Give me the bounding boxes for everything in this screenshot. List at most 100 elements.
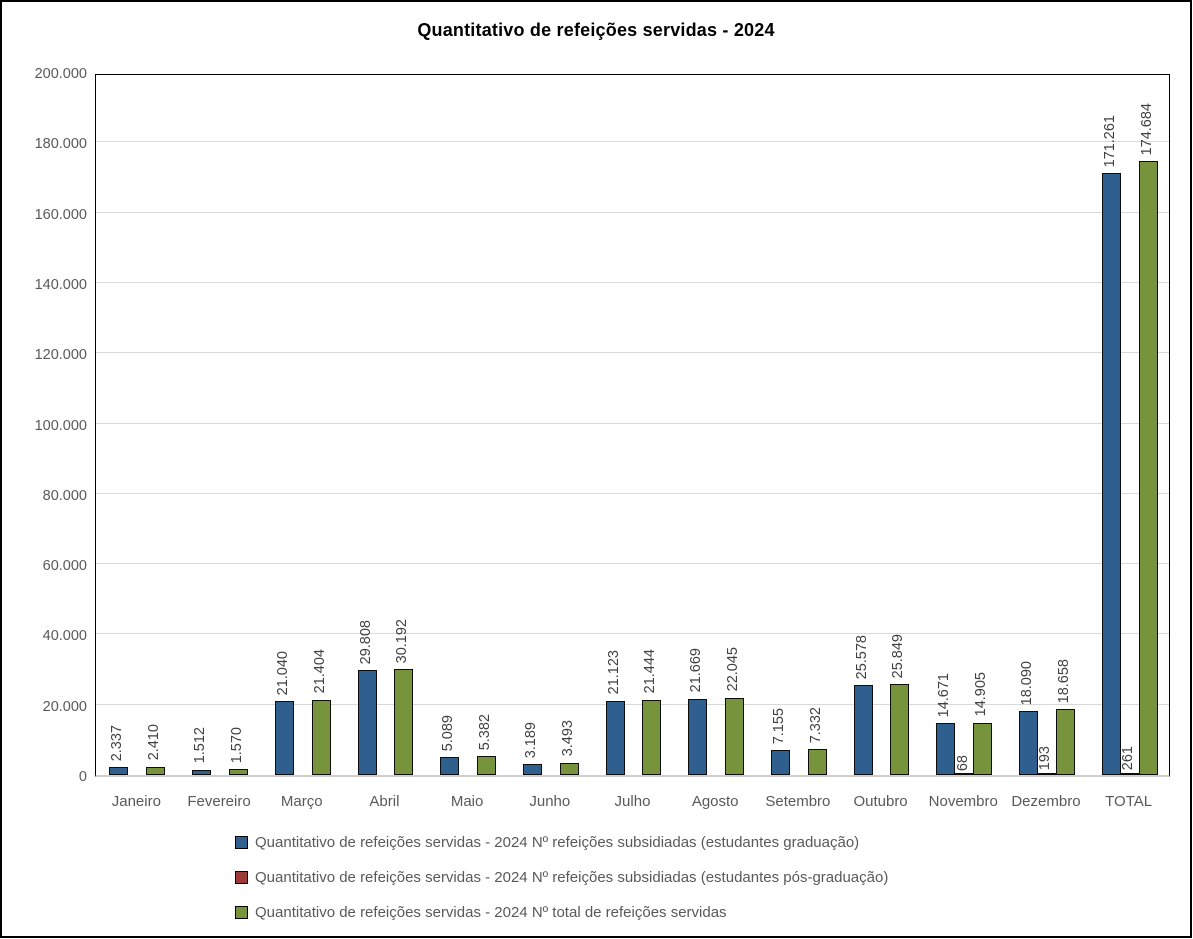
x-axis-category-label: Julho [614,793,651,810]
bar-series1-novembro [936,723,956,775]
bar-series1-setembro [771,749,791,775]
bar-value-label: 22.045 [725,647,742,692]
legend-label: Quantitativo de refeições servidas - 202… [255,833,860,851]
bar-value-label: 21.669 [688,648,705,693]
bar-value-label: 14.905 [973,672,990,717]
y-axis-tick-label: 20.000 [42,698,87,715]
bar-series1-julho [605,700,625,775]
x-axis-category-label: Novembro [928,793,998,810]
bar-value-label: 7.332 [807,706,824,744]
y-axis-tick-label: 100.000 [34,417,87,434]
bar-value-label: 3.189 [522,721,539,758]
y-axis-tick-label: 120.000 [34,347,87,364]
bar-series1-março [274,701,294,775]
bar-series3-abril [394,668,414,775]
x-axis-category-label: Abril [369,793,400,810]
y-axis-tick-label: 40.000 [42,628,87,645]
x-axis-category-label: Setembro [765,793,831,810]
bar-series3-março [311,699,331,775]
bar-value-label: 193 [1037,746,1054,771]
bar-value-label: 18.658 [1055,659,1072,704]
x-axis-category-label: Fevereiro [187,793,251,810]
bar-series1-abril [357,670,377,775]
y-axis-tick-label: 0 [78,769,87,785]
legend-swatch-icon [235,835,248,849]
legend-swatch-icon [235,870,248,884]
bar-value-label: 21.040 [274,650,291,696]
gridline [96,492,1169,494]
bar-series3-fevereiro [228,769,248,775]
y-axis-tick-label: 160.000 [34,206,87,223]
y-axis-tick-label: 60.000 [42,558,87,575]
bar-value-label: 14.671 [936,673,953,718]
bar-value-label: 261 [1120,745,1137,771]
bar-series1-dezembro [1019,711,1039,775]
gridline [96,703,1169,705]
x-axis-category-label: TOTAL [1105,793,1153,810]
bar-series3-agosto [725,697,745,775]
legend-item-series3: Quantitativo de refeições servidas - 202… [235,903,888,921]
bar-series1-maio [440,757,460,775]
bar-value-label: 68 [954,754,971,771]
bar-value-label: 7.155 [771,707,788,744]
bar-value-label: 174.684 [1138,102,1155,155]
x-axis-category-label: Junho [529,793,571,810]
gridline [96,211,1169,213]
bar-value-label: 25.578 [853,634,870,680]
bar-value-label: 21.444 [642,649,659,694]
bar-value-label: 18.090 [1019,661,1036,706]
legend-swatch-icon [235,905,248,919]
bar-value-label: 5.382 [476,713,493,751]
y-axis-tick-label: 180.000 [34,136,87,153]
bar-value-label: 2.410 [146,724,163,761]
gridline [96,563,1169,565]
bar-series2-dezembro [1037,772,1057,775]
y-axis-tick-label: 80.000 [42,487,87,504]
gridline [96,633,1169,635]
bar-series1-total [1101,173,1121,775]
bar-series1-outubro [853,685,873,775]
bar-value-label: 29.808 [357,619,374,665]
bar-value-label: 171.261 [1101,114,1118,168]
bar-value-label: 2.337 [109,724,126,761]
x-axis-category-label: Agosto [691,793,739,810]
gridline [96,281,1169,283]
bar-series3-total [1138,161,1158,775]
bar-series2-total [1120,772,1140,775]
legend-item-series1: Quantitativo de refeições servidas - 202… [235,833,888,851]
bar-series1-fevereiro [192,769,212,775]
bar-value-label: 30.192 [394,618,411,663]
gridline [96,352,1169,354]
plot-area: 2.337 1.512 21.040 29.808 5.089 3.189 21.123 21… [95,74,1170,777]
bar-series3-janeiro [146,766,166,775]
gridline [96,141,1169,143]
bar-value-label: 1.512 [192,727,209,764]
x-axis-category-label: Outubro [853,793,908,810]
bar-value-label: 3.493 [559,720,576,757]
bar-series2-novembro [954,772,974,775]
bar-series1-junho [522,763,542,775]
bar-value-label: 25.849 [890,633,907,679]
bar-value-label: 1.570 [228,727,245,764]
y-axis-tick-label: 200.000 [34,66,87,82]
legend-label: Quantitativo de refeições servidas - 202… [255,868,889,886]
bar-series3-julho [642,699,662,775]
x-axis-category-label: Março [280,793,323,810]
chart-title: Quantitativo de refeições servidas - 202… [417,20,775,40]
bar-series3-dezembro [1055,709,1075,775]
bar-series3-maio [476,756,496,775]
bar-series3-setembro [807,749,827,775]
legend-item-series2: Quantitativo de refeições servidas - 202… [235,868,889,886]
bar-series1-agosto [688,698,708,775]
bar-series3-outubro [890,684,910,775]
bar-series3-novembro [973,722,993,775]
bar-value-label: 21.404 [311,649,328,694]
x-axis-category-label: Maio [450,793,484,810]
bar-series3-junho [559,762,579,775]
bar-series1-janeiro [109,766,129,775]
legend-label: Quantitativo de refeições servidas - 202… [255,903,727,921]
x-axis-category-label: Janeiro [111,793,161,810]
legend: Quantitativo de refeições servidas - 202… [235,833,889,936]
gridline [96,422,1169,424]
